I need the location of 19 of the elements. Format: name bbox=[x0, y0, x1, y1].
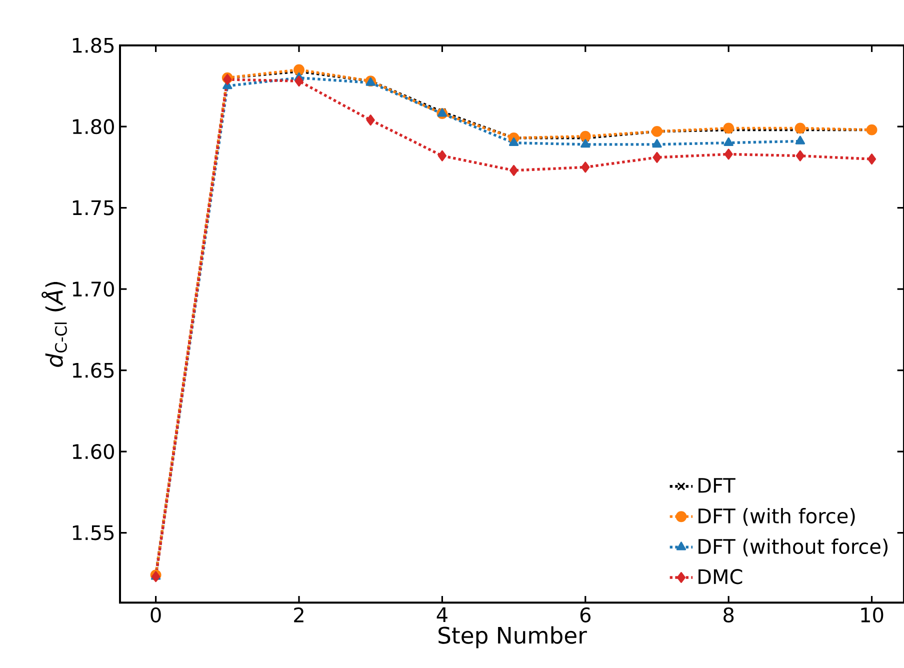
x-tick-label: 6 bbox=[580, 607, 590, 622]
y-tick-label: 1.80 bbox=[72, 119, 114, 134]
y-tick-label: 1.60 bbox=[72, 444, 114, 460]
x-tick-label: 8 bbox=[724, 607, 734, 622]
y-axis-title: d$_{C-Cl}$ (Å) bbox=[42, 282, 67, 367]
legend-label: DFT (without force) bbox=[698, 538, 888, 556]
y-tick-label: 1.55 bbox=[72, 525, 114, 540]
y-tick-label: 1.70 bbox=[72, 281, 114, 297]
y-tick-label: 1.65 bbox=[72, 362, 114, 378]
x-tick-label: 0 bbox=[150, 607, 161, 622]
legend-label: DFT bbox=[698, 478, 736, 493]
legend-label: DMC bbox=[698, 569, 742, 584]
x-tick-label: 10 bbox=[861, 607, 884, 622]
legend-label: DFT (with force) bbox=[698, 508, 855, 526]
y-tick-label: 1.85 bbox=[72, 38, 114, 53]
x-tick-label: 2 bbox=[294, 607, 304, 622]
x-tick-label: 4 bbox=[436, 607, 448, 622]
x-axis-title: Step Number bbox=[438, 626, 587, 648]
y-tick-label: 1.75 bbox=[72, 200, 114, 216]
